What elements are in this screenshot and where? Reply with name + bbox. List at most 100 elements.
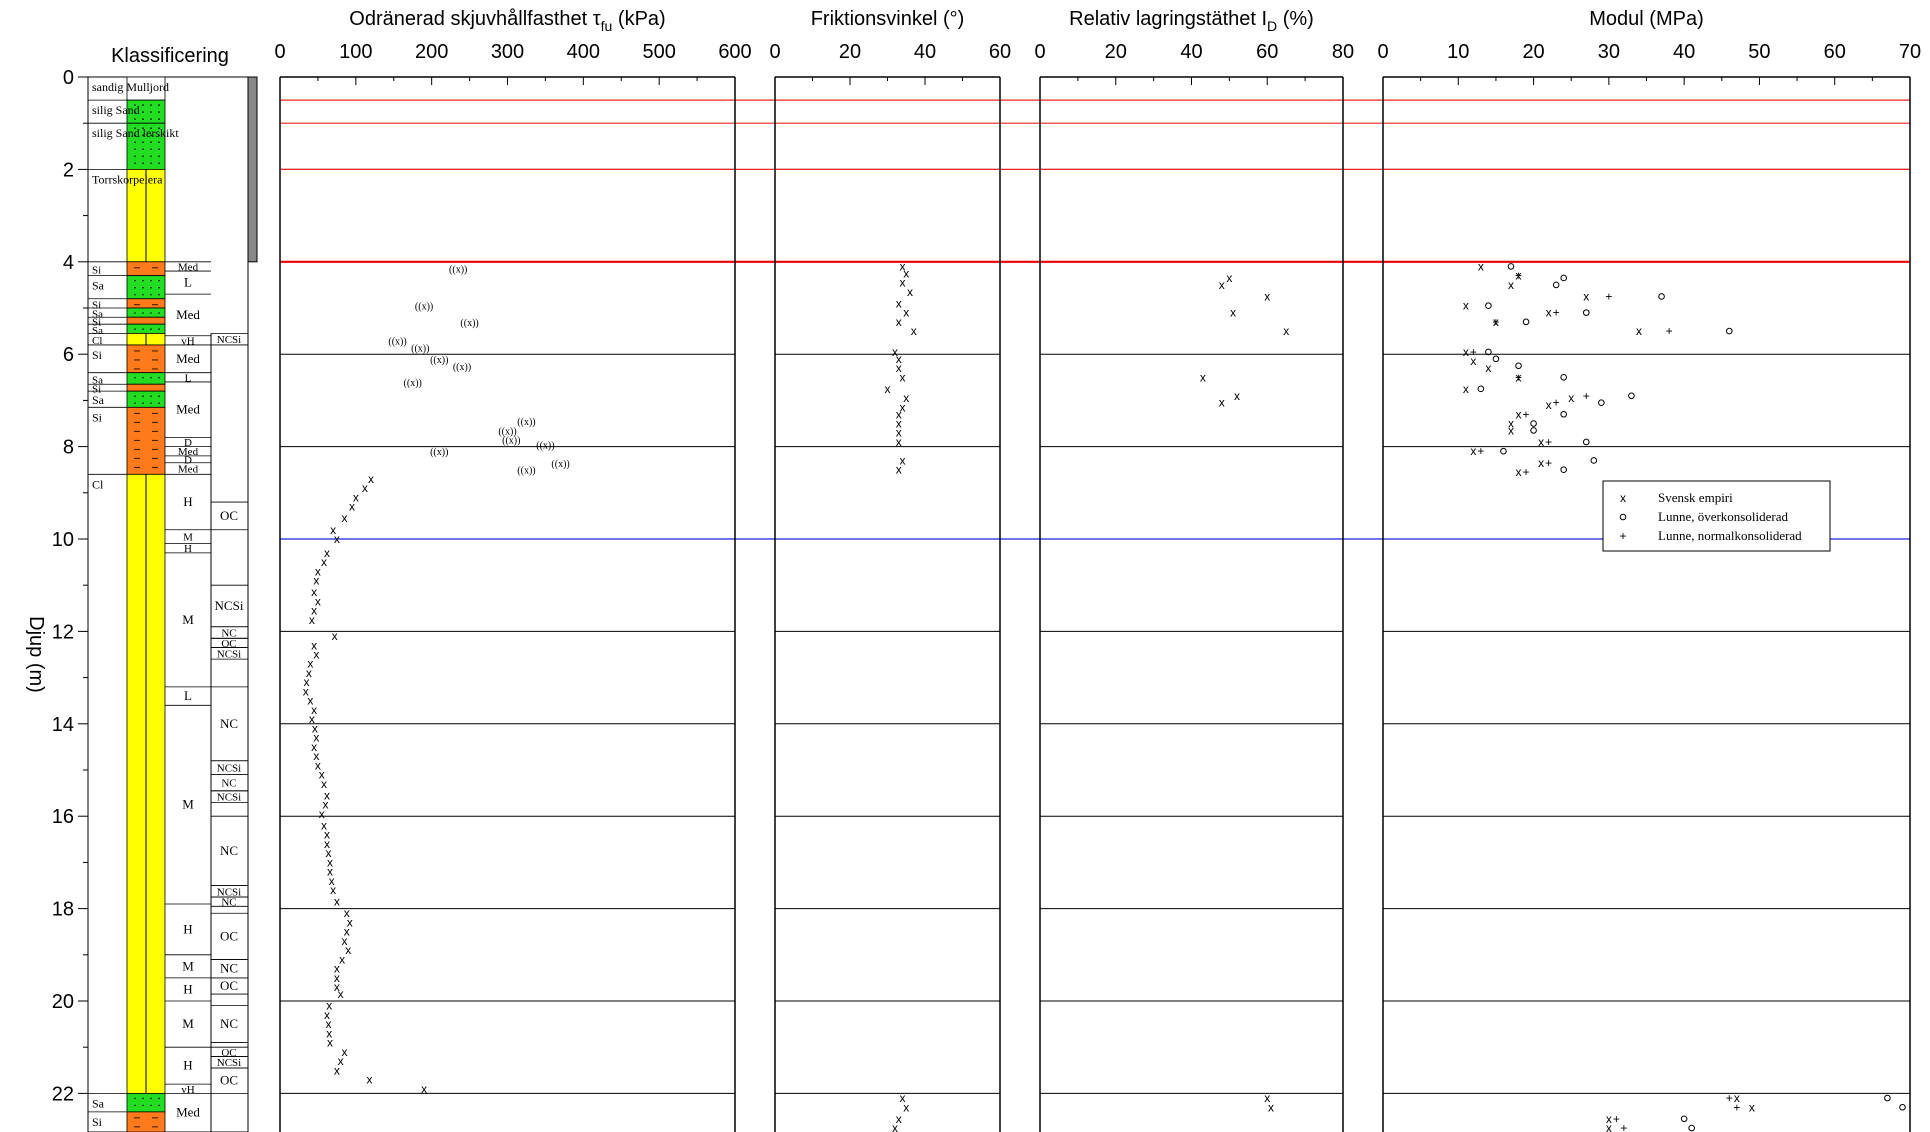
data-point: x (324, 546, 330, 560)
sand-dot (150, 1104, 152, 1107)
soil-layer-label: Si (92, 410, 103, 424)
data-point: x (1606, 1121, 1612, 1132)
soil-layer-6 (126, 298, 166, 309)
panel-title-main: Odränerad skjuvhållfasthet τ (349, 8, 600, 30)
data-point: + (1545, 435, 1552, 449)
data-point (1477, 385, 1485, 393)
data-point: x (1493, 315, 1499, 329)
data-point (1485, 302, 1492, 309)
data-point: x (334, 1063, 340, 1077)
data-point (1628, 392, 1635, 400)
consolidation-label: NC (220, 716, 238, 731)
sand-dot (150, 376, 152, 379)
consistency-label: D (184, 437, 192, 449)
data-point: x (347, 915, 353, 929)
data-point: x (896, 315, 902, 329)
data-point: x (896, 296, 902, 310)
data-point: x (896, 426, 902, 440)
data-point: x (324, 788, 330, 802)
soil-layer-label: Sa (92, 325, 103, 337)
data-point (1658, 293, 1665, 300)
consolidation-label: OC (220, 508, 238, 523)
panel-0: 0 100 200 300 400 500 600 Odränerad skjuvhållfa… (274, 8, 752, 1132)
x-tick-label: 20 (1105, 41, 1127, 63)
data-point: ((x)) (536, 440, 554, 451)
consolidation-label: NC (221, 628, 236, 640)
legend-label: Lunne, överkonsoliderad (1658, 509, 1788, 524)
data-point: x (903, 391, 909, 405)
legend-marker (1619, 513, 1627, 521)
consolidation-label: OC (220, 1073, 238, 1088)
data-point: x (900, 370, 906, 384)
sand-dot (134, 286, 136, 289)
data-point: + (1733, 1100, 1740, 1114)
sand-dot (150, 162, 152, 164)
depth-tick-label: 10 (52, 529, 74, 551)
x-tick-label: 600 (718, 41, 751, 63)
data-point: x (319, 768, 325, 782)
data-point: x (313, 731, 319, 745)
data-point: x (324, 828, 330, 842)
sand-dot (150, 111, 152, 113)
soil-layer-13 (126, 383, 166, 392)
sand-dot (158, 111, 160, 113)
data-point: + (1492, 315, 1499, 329)
consistency-label: vH (181, 335, 195, 347)
data-point: x (313, 749, 319, 763)
data-point: x (332, 629, 338, 643)
data-point (1726, 327, 1733, 335)
data-point: x (315, 758, 321, 772)
data-point: x (896, 407, 902, 421)
panel-title-main: Modul (1589, 8, 1643, 30)
x-tick-label: 500 (642, 41, 675, 63)
x-tick-label: 20 (1522, 41, 1544, 63)
x-tick-label: 200 (415, 41, 448, 63)
x-tick-label: 300 (491, 41, 524, 63)
sand-dot (150, 312, 152, 314)
data-point: x (315, 594, 321, 608)
sand-dot (142, 286, 144, 289)
consistency-label: L (185, 372, 192, 384)
soil-layer-4 (126, 261, 166, 277)
data-point: ((x)) (449, 265, 467, 276)
data-point: x (326, 1026, 332, 1040)
data-point: x (353, 490, 359, 504)
data-point: x (1463, 382, 1469, 396)
sand-dot (158, 1097, 160, 1100)
consistency-label: H (183, 921, 192, 936)
legend-label: Lunne, normalkonsoliderad (1658, 528, 1802, 543)
sand-dot (134, 148, 136, 150)
panel-title-subscript: D (1267, 18, 1277, 34)
consistency-label: Med (178, 261, 199, 273)
x-tick-label: 60 (989, 41, 1011, 63)
data-point: x (1734, 1091, 1740, 1105)
sand-dot (142, 1097, 144, 1100)
soil-layer-8 (126, 316, 166, 325)
soil-layer-label: Sa (92, 393, 105, 407)
consolidation-label: NC (221, 778, 236, 790)
consistency-label: H (183, 494, 192, 509)
consolidation-label: OC (221, 1047, 236, 1059)
x-tick-label: 60 (1256, 41, 1278, 63)
sand-dot (158, 293, 160, 296)
sand-dot (134, 1097, 136, 1100)
consolidation-label: NC (220, 1016, 238, 1031)
hatch-column (247, 76, 258, 263)
data-point: x (911, 324, 917, 338)
sand-dot (142, 134, 144, 136)
sand-dot (150, 134, 152, 136)
data-point: x (892, 1121, 898, 1132)
consolidation-label: NCSi (217, 763, 241, 775)
panel-0-background (280, 77, 735, 1132)
sand-dot (134, 104, 136, 106)
sand-dot (134, 376, 136, 379)
consolidation-label: NCSi (217, 886, 241, 898)
x-tick-label: 10 (1447, 41, 1469, 63)
x-tick-label: 400 (567, 41, 600, 63)
depth-tick-label: 0 (63, 67, 74, 89)
sand-dot (158, 1104, 160, 1107)
data-point: x (307, 694, 313, 708)
data-point: ((x)) (430, 447, 448, 458)
consolidation-label: OC (221, 638, 236, 650)
